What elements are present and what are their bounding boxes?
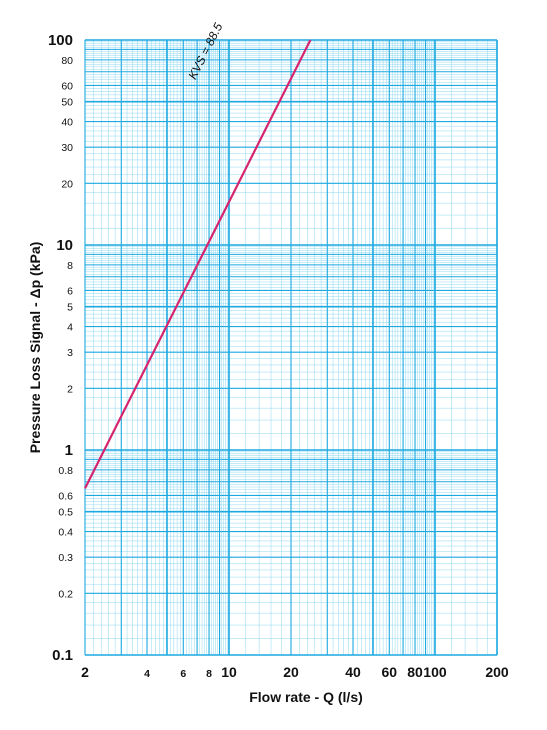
x-tick-label: 10 [221, 664, 237, 680]
x-tick-label: 2 [81, 664, 89, 680]
y-tick-label: 10 [56, 237, 73, 254]
y-tick-label: 20 [61, 178, 73, 190]
x-tick-labels: 2 4 6 8 10 20 40 60 80 100 200 [81, 664, 509, 680]
major-grid [84, 39, 498, 656]
x-tick-label: 6 [180, 668, 186, 680]
x-axis-title: Flow rate - Q (l/s) [249, 689, 363, 705]
x-tick-label: 20 [283, 664, 299, 680]
x-tick-label: 8 [206, 668, 212, 680]
y-tick-label: 0.1 [52, 647, 73, 664]
y-tick-label: 0.8 [58, 465, 73, 477]
y-tick-label: 0.3 [58, 552, 73, 564]
x-tick-label: 80 [407, 664, 423, 680]
y-tick-label: 60 [61, 80, 73, 92]
y-tick-labels: 0.1 0.2 0.3 0.4 0.5 0.6 0.8 1 2 3 4 5 6 8 10 20 30 40 50 60… [48, 32, 73, 664]
y-tick-label: 0.6 [58, 490, 73, 502]
y-tick-label: 30 [61, 142, 73, 154]
y-tick-label: 0.5 [58, 507, 73, 519]
y-tick-label: 0.2 [58, 588, 73, 600]
y-tick-label: 50 [61, 97, 73, 109]
x-tick-label: 200 [485, 664, 509, 680]
y-tick-label: 8 [67, 260, 73, 272]
y-tick-label: 40 [61, 117, 73, 129]
y-tick-label: 0.4 [58, 527, 73, 539]
series-line-kvs [84, 39, 312, 489]
y-tick-label: 2 [67, 383, 73, 395]
y-tick-label: 4 [67, 322, 73, 334]
x-tick-label: 40 [345, 664, 361, 680]
y-tick-label: 6 [67, 285, 73, 297]
y-tick-label: 1 [65, 442, 73, 459]
y-tick-label: 5 [67, 302, 73, 314]
x-tick-label: 100 [423, 664, 447, 680]
y-tick-label: 80 [61, 55, 73, 67]
y-tick-label: 3 [67, 347, 73, 359]
x-tick-label: 60 [381, 664, 397, 680]
x-tick-label: 4 [144, 668, 150, 680]
y-axis-title: Pressure Loss Signal - Δp (kPa) [27, 242, 43, 454]
y-tick-label: 100 [48, 32, 73, 49]
